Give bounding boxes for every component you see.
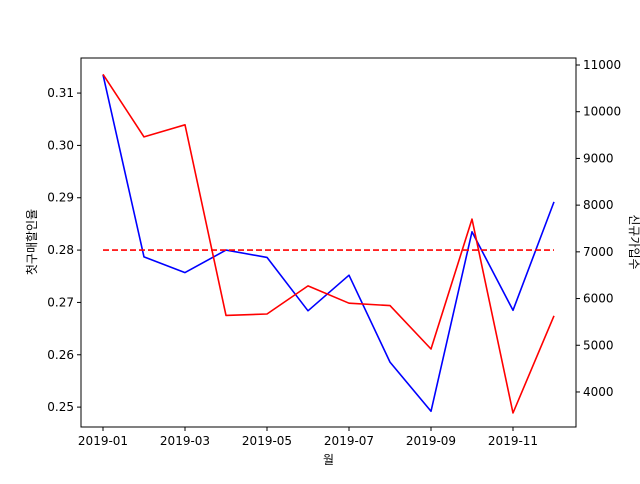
x-tick-label: 2019-05	[242, 434, 292, 448]
x-axis: 2019-01 2019-03 2019-05 2019-07 2019-09 2019-…	[78, 427, 538, 448]
y-axis-left-label: 첫구매할인율	[25, 209, 39, 275]
series-line-1	[102, 73, 555, 414]
series-layer	[102, 73, 555, 414]
y-left-tick-label: 0.28	[47, 243, 74, 257]
y-left-tick-label: 0.26	[47, 348, 74, 362]
y-left-tick-label: 0.30	[47, 138, 74, 152]
x-tick-label: 2019-03	[160, 434, 210, 448]
plot-area	[80, 57, 577, 428]
y-right-tick-label: 4000	[583, 385, 614, 399]
y-right-tick-label: 10000	[583, 105, 621, 119]
y-right-tick-label: 11000	[583, 58, 621, 72]
series-line-0	[102, 74, 555, 413]
y-axis-left: 0.25 0.26 0.27 0.28 0.29 0.30 0.31	[47, 86, 81, 414]
x-tick-label: 2019-07	[324, 434, 374, 448]
y-right-tick-label: 6000	[583, 292, 614, 306]
x-tick-label: 2019-09	[406, 434, 456, 448]
x-tick-label: 2019-01	[78, 434, 128, 448]
y-left-tick-label: 0.27	[47, 295, 74, 309]
x-axis-label: 월	[323, 453, 334, 467]
y-left-tick-label: 0.29	[47, 191, 74, 205]
y-axis-right: 4000 5000 6000 7000 8000 9000 10000 11000	[576, 58, 621, 399]
y-right-tick-label: 8000	[583, 198, 614, 212]
y-right-tick-label: 5000	[583, 338, 614, 352]
y-right-tick-label: 7000	[583, 245, 614, 259]
y-right-tick-label: 9000	[583, 151, 614, 165]
y-left-tick-label: 0.31	[47, 86, 74, 100]
x-tick-label: 2019-11	[488, 434, 538, 448]
y-left-tick-label: 0.25	[47, 400, 74, 414]
y-axis-right-label: 신규가입수	[627, 214, 640, 269]
